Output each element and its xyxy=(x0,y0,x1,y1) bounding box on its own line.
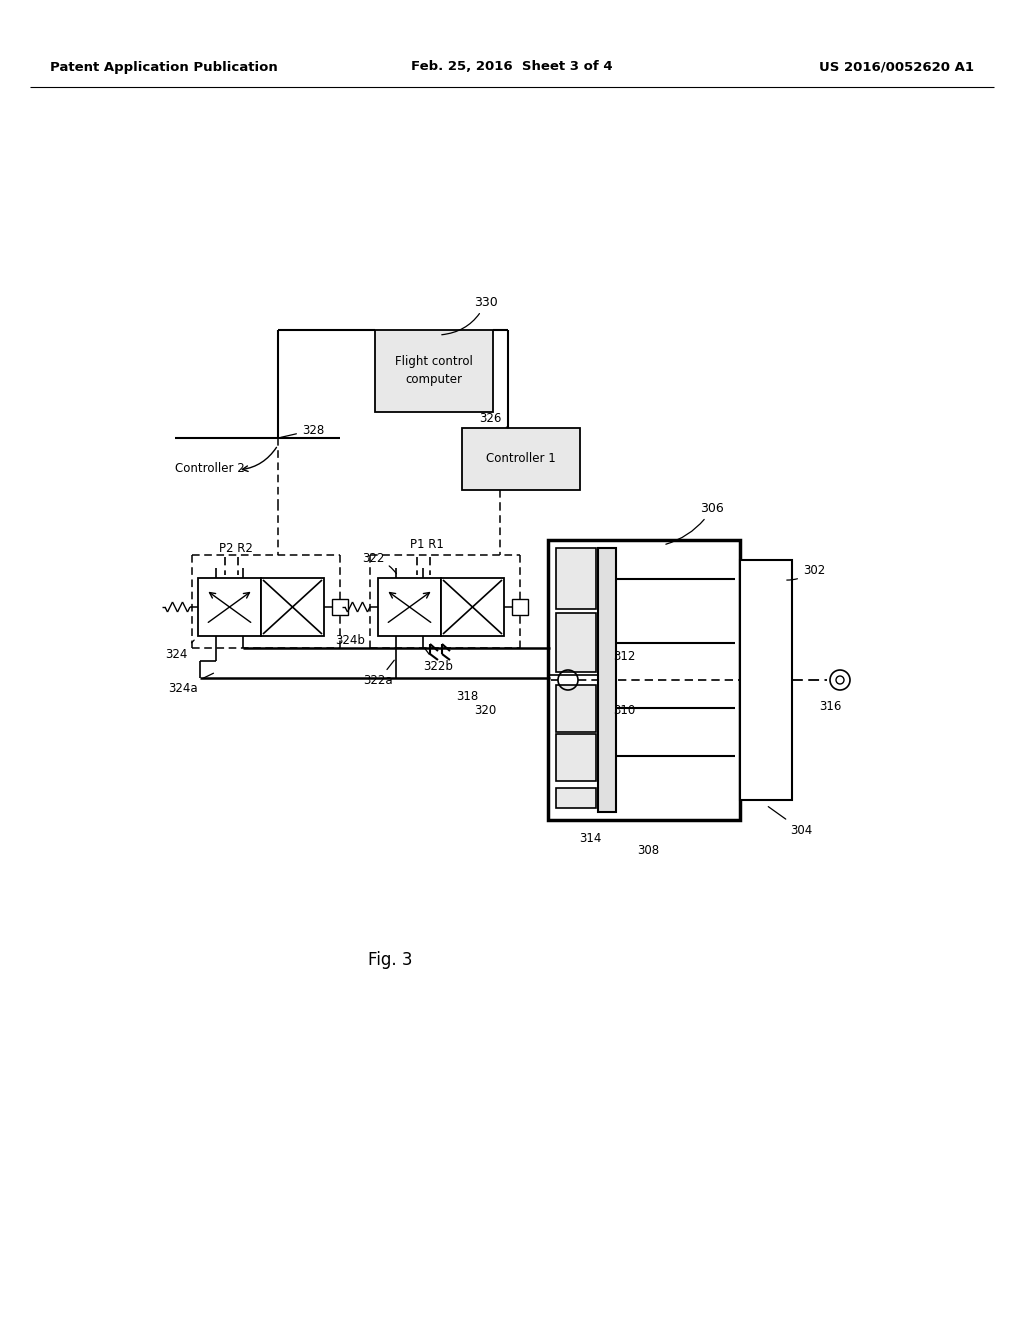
Text: Controller 2: Controller 2 xyxy=(175,462,245,474)
Text: P1 R1: P1 R1 xyxy=(410,539,444,552)
Text: 322: 322 xyxy=(361,552,396,574)
Text: 316: 316 xyxy=(819,700,841,713)
Text: 330: 330 xyxy=(441,296,498,335)
Bar xyxy=(556,685,596,733)
Bar xyxy=(556,788,596,808)
Text: 304: 304 xyxy=(768,807,812,837)
Text: 324b: 324b xyxy=(335,635,365,648)
Bar xyxy=(740,560,792,800)
Text: 326: 326 xyxy=(479,412,508,428)
Text: Fig. 3: Fig. 3 xyxy=(368,950,413,969)
Text: P2 R2: P2 R2 xyxy=(219,541,253,554)
Text: Flight control: Flight control xyxy=(395,355,473,368)
Text: 322a: 322a xyxy=(364,660,394,688)
Text: 322b: 322b xyxy=(423,648,453,672)
Text: 324a: 324a xyxy=(168,673,213,694)
Text: 310: 310 xyxy=(613,704,635,717)
Bar xyxy=(556,612,596,672)
Bar xyxy=(598,548,616,812)
Text: 320: 320 xyxy=(474,705,496,718)
Text: 308: 308 xyxy=(637,843,659,857)
Bar xyxy=(378,578,504,636)
Bar xyxy=(441,578,504,636)
Bar xyxy=(548,540,740,820)
Bar xyxy=(556,734,596,781)
Text: 312: 312 xyxy=(613,651,635,664)
Bar xyxy=(378,578,441,636)
Bar xyxy=(512,599,528,615)
Bar xyxy=(198,578,324,636)
Text: Patent Application Publication: Patent Application Publication xyxy=(50,61,278,74)
Text: 302: 302 xyxy=(786,564,825,579)
Bar xyxy=(462,428,580,490)
Bar xyxy=(556,548,596,609)
Text: 324: 324 xyxy=(165,640,195,660)
Text: 314: 314 xyxy=(579,832,601,845)
Text: computer: computer xyxy=(406,374,463,387)
Circle shape xyxy=(836,676,844,684)
Text: 318: 318 xyxy=(456,689,478,702)
Bar xyxy=(332,599,348,615)
Bar xyxy=(261,578,324,636)
Text: US 2016/0052620 A1: US 2016/0052620 A1 xyxy=(819,61,974,74)
Text: 328: 328 xyxy=(281,424,325,437)
Text: Controller 1: Controller 1 xyxy=(486,453,556,466)
Text: 306: 306 xyxy=(666,502,724,544)
Bar xyxy=(198,578,261,636)
Bar xyxy=(375,330,493,412)
Text: Feb. 25, 2016  Sheet 3 of 4: Feb. 25, 2016 Sheet 3 of 4 xyxy=(412,61,612,74)
